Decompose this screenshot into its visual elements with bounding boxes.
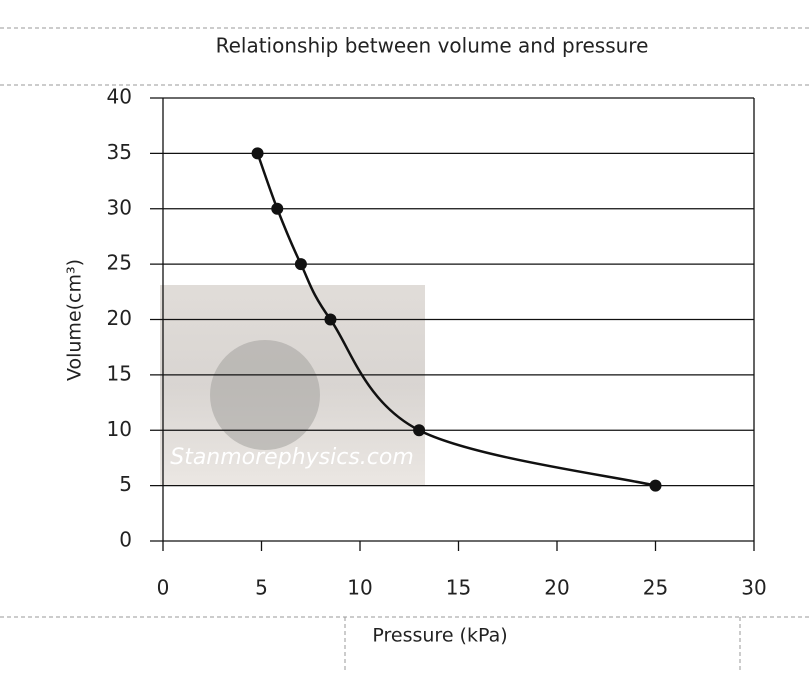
y-tick-label: 20 [107, 306, 132, 330]
x-tick-label: 5 [255, 576, 268, 600]
y-tick-label: 35 [107, 140, 132, 164]
point [271, 203, 283, 215]
point [295, 258, 307, 270]
point [650, 480, 662, 492]
watermark-text: Stanmorephysics.com [170, 445, 414, 470]
point [324, 314, 336, 326]
y-tick-label: 40 [107, 85, 132, 109]
x-tick-label: 25 [643, 576, 668, 600]
y-tick-label: 30 [107, 195, 132, 219]
point [252, 147, 264, 159]
y-axis-label: Volume(cm³) [64, 259, 86, 381]
x-tick-label: 20 [544, 576, 569, 600]
y-tick-label: 10 [107, 417, 132, 441]
y-tick-label: 0 [119, 528, 132, 552]
x-tick-label: 30 [741, 576, 766, 600]
chart-title: Relationship between volume and pressure [216, 34, 649, 58]
x-axis-label: Pressure (kPa) [372, 625, 507, 647]
watermark-image [210, 340, 320, 450]
y-tick-label: 5 [119, 472, 132, 496]
y-tick-label: 15 [107, 361, 132, 385]
x-tick-label: 10 [347, 576, 372, 600]
y-tick-label: 25 [107, 251, 132, 275]
x-tick-label: 15 [446, 576, 471, 600]
point [413, 424, 425, 436]
chart: Relationship between volume and pressure… [0, 0, 811, 673]
x-tick-label: 0 [157, 576, 170, 600]
